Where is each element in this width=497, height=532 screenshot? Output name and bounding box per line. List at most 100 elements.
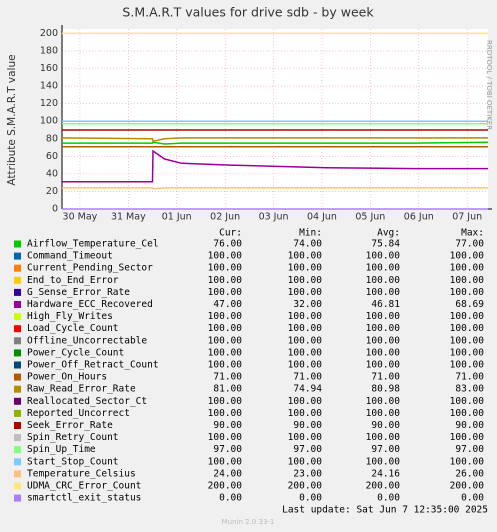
legend-swatch bbox=[14, 434, 21, 442]
stat-value: 71.00 bbox=[213, 372, 242, 383]
stat-value: 100.00 bbox=[450, 335, 485, 346]
stat-value: 100.00 bbox=[208, 360, 243, 371]
x-tick-label: 01 Jun bbox=[162, 212, 192, 223]
legend-label: Raw_Read_Error_Rate bbox=[27, 384, 136, 395]
legend-label: smartctl_exit_status bbox=[27, 493, 141, 504]
stat-value: 100.00 bbox=[450, 275, 485, 286]
legend-label: Spin_Retry_Count bbox=[27, 432, 119, 443]
legend-label: Power_Cycle_Count bbox=[27, 347, 124, 358]
stat-value: 100.00 bbox=[366, 432, 401, 443]
legend-swatch bbox=[14, 422, 21, 429]
legend-label: G_Sense_Error_Rate bbox=[27, 287, 130, 298]
side-text: RRDTOOL / TOBI OETIKER bbox=[485, 40, 493, 130]
stat-value: 100.00 bbox=[288, 432, 323, 443]
legend-label: Current_Pending_Sector bbox=[27, 263, 153, 274]
stat-value: 100.00 bbox=[288, 263, 323, 274]
y-tick-label: 0 bbox=[52, 204, 58, 215]
stat-value: 100.00 bbox=[208, 396, 243, 407]
legend-swatch bbox=[14, 494, 21, 502]
stat-value: 77.00 bbox=[455, 239, 484, 250]
stat-value: 68.69 bbox=[455, 299, 484, 310]
stat-value: 100.00 bbox=[208, 275, 243, 286]
legend-swatch bbox=[14, 373, 21, 381]
legend-label: Offline_Uncorrectable bbox=[27, 335, 147, 346]
stat-value: 90.00 bbox=[213, 420, 242, 431]
y-axis-label: Attribute S.M.A.R.T value bbox=[6, 54, 18, 185]
version: Munin 2.0.33-1 bbox=[222, 518, 275, 526]
stat-value: 100.00 bbox=[366, 287, 401, 298]
legend-swatch bbox=[14, 264, 21, 272]
legend-swatch bbox=[14, 313, 21, 321]
stat-value: 0.00 bbox=[299, 493, 322, 504]
legend-label: Spin_Up_Time bbox=[27, 444, 96, 455]
stat-value: 100.00 bbox=[208, 456, 243, 467]
x-tick-label: 31 May bbox=[111, 212, 146, 223]
x-tick-label: 04 Jun bbox=[307, 212, 337, 223]
x-tick-label: 02 Jun bbox=[210, 212, 240, 223]
stat-value: 100.00 bbox=[288, 456, 323, 467]
stat-value: 100.00 bbox=[208, 263, 243, 274]
stat-value: 71.00 bbox=[455, 372, 484, 383]
y-tick-label: 60 bbox=[46, 151, 58, 162]
stat-value: 100.00 bbox=[450, 408, 485, 419]
stat-value: 100.00 bbox=[366, 456, 401, 467]
stat-value: 100.00 bbox=[450, 311, 485, 322]
stat-value: 74.94 bbox=[293, 384, 322, 395]
x-tick-label: 03 Jun bbox=[259, 212, 289, 223]
legend-label: Load_Cycle_Count bbox=[27, 323, 119, 334]
legend-swatch bbox=[14, 240, 21, 248]
y-tick-label: 160 bbox=[40, 63, 58, 74]
stat-value: 100.00 bbox=[366, 263, 401, 274]
column-header: Max: bbox=[461, 228, 484, 239]
stat-value: 100.00 bbox=[208, 335, 243, 346]
x-tick-label: 06 Jun bbox=[404, 212, 434, 223]
legend-swatch bbox=[14, 458, 21, 466]
legend-label: Reported_Uncorrect bbox=[27, 408, 130, 419]
stat-value: 23.00 bbox=[293, 468, 322, 479]
legend-swatch bbox=[14, 252, 21, 260]
stat-value: 74.00 bbox=[293, 239, 322, 250]
legend-label: Power_Off_Retract_Count bbox=[27, 360, 159, 371]
legend-swatch bbox=[14, 276, 21, 284]
stat-value: 100.00 bbox=[450, 263, 485, 274]
stat-value: 97.00 bbox=[455, 444, 484, 455]
y-tick-label: 200 bbox=[40, 28, 58, 39]
stat-value: 100.00 bbox=[288, 408, 323, 419]
legend-swatch bbox=[14, 301, 21, 308]
stat-value: 100.00 bbox=[208, 323, 243, 334]
stat-value: 100.00 bbox=[366, 311, 401, 322]
legend-swatch bbox=[14, 337, 21, 345]
stat-value: 26.00 bbox=[455, 468, 484, 479]
legend-label: End_to_End_Error bbox=[27, 275, 119, 286]
stat-value: 100.00 bbox=[208, 408, 243, 419]
y-tick-label: 40 bbox=[46, 168, 58, 179]
series-line bbox=[62, 187, 488, 190]
column-header: Cur: bbox=[219, 228, 242, 239]
stat-value: 200.00 bbox=[366, 481, 401, 492]
stat-value: 100.00 bbox=[208, 347, 243, 358]
stat-value: 97.00 bbox=[293, 444, 322, 455]
stat-value: 100.00 bbox=[366, 396, 401, 407]
legend-swatch bbox=[14, 361, 21, 369]
y-tick-label: 180 bbox=[40, 45, 58, 56]
stat-value: 100.00 bbox=[366, 347, 401, 358]
stat-value: 200.00 bbox=[288, 481, 323, 492]
stat-value: 200.00 bbox=[208, 481, 243, 492]
y-tick-label: 80 bbox=[46, 133, 58, 144]
stat-value: 0.00 bbox=[377, 493, 400, 504]
footer: Last update: Sat Jun 7 12:35:00 2025 bbox=[282, 505, 488, 516]
stat-value: 100.00 bbox=[450, 347, 485, 358]
stat-value: 90.00 bbox=[293, 420, 322, 431]
stat-value: 83.00 bbox=[455, 384, 484, 395]
plot-area bbox=[62, 29, 488, 209]
stat-value: 100.00 bbox=[450, 323, 485, 334]
stat-value: 90.00 bbox=[455, 420, 484, 431]
stat-value: 100.00 bbox=[208, 251, 243, 262]
x-tick-label: 07 Jun bbox=[452, 212, 482, 223]
stat-value: 100.00 bbox=[288, 323, 323, 334]
legend-swatch bbox=[14, 349, 21, 357]
stat-value: 97.00 bbox=[371, 444, 400, 455]
stat-value: 100.00 bbox=[288, 287, 323, 298]
stat-value: 100.00 bbox=[366, 251, 401, 262]
